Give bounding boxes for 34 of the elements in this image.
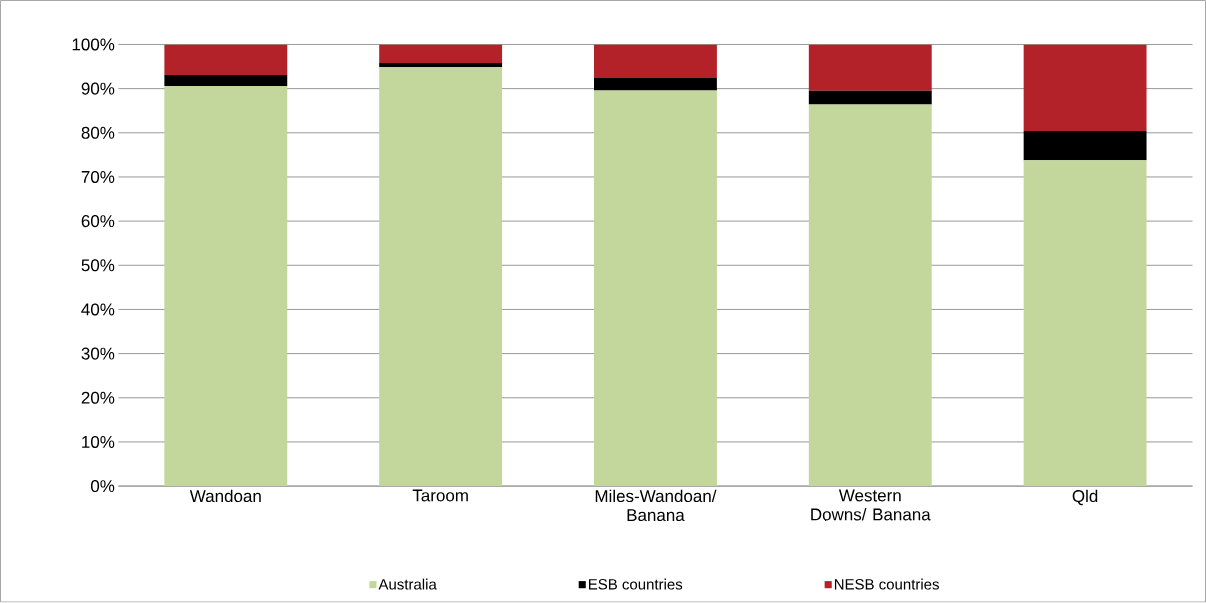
x-tick-label: Miles-Wandoan/ Banana — [595, 489, 717, 522]
bar — [1023, 44, 1147, 132]
bar — [594, 44, 717, 79]
legend-label: NESB countries — [834, 578, 939, 590]
x-tick-label: Western Downs/ Banana — [811, 489, 931, 521]
bar — [164, 86, 288, 487]
y-tick-label: 70% — [81, 171, 115, 184]
y-tick-label: 100% — [72, 38, 115, 51]
y-tick-label: 40% — [81, 303, 115, 316]
y-tick-label: 80% — [81, 127, 115, 140]
bar — [379, 44, 503, 64]
x-tick-label: Wandoan — [189, 489, 261, 503]
bar — [1023, 131, 1147, 161]
y-tick-label: 60% — [81, 215, 115, 228]
x-tick-label: Taroom — [412, 489, 468, 502]
legend-label: Australia — [378, 578, 437, 590]
y-tick-label: 30% — [81, 347, 115, 360]
bar — [808, 91, 932, 105]
y-tick-label: 50% — [81, 259, 115, 272]
bar — [379, 67, 503, 487]
bar — [594, 90, 717, 487]
bar — [808, 104, 932, 487]
y-tick-label: 90% — [81, 82, 115, 95]
bar — [808, 44, 932, 92]
y-tick-label: 20% — [81, 392, 115, 405]
bar — [164, 75, 288, 87]
legend-label: ESB countries — [589, 578, 683, 590]
bar — [379, 63, 503, 68]
y-tick-label: 10% — [82, 436, 115, 449]
bar — [164, 44, 288, 76]
bar — [594, 78, 717, 91]
bar — [1023, 160, 1147, 487]
y-tick-label: 0% — [90, 480, 115, 493]
x-tick-label: Qld — [1072, 489, 1098, 506]
